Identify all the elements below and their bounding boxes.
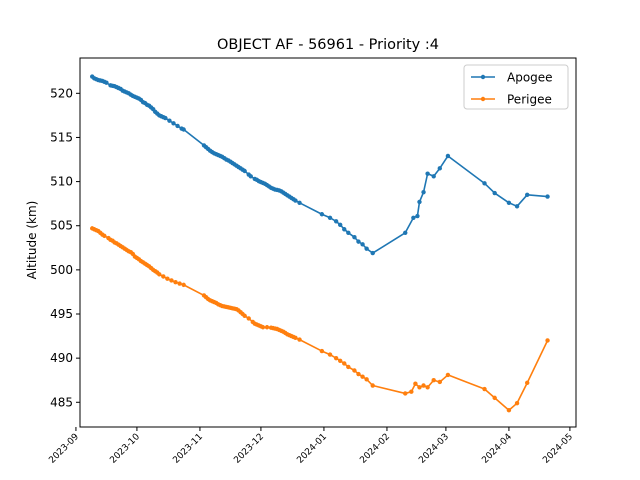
data-point-apogee xyxy=(506,200,512,205)
plot-area xyxy=(90,74,550,413)
data-point-apogee xyxy=(104,80,109,85)
data-point-perigee xyxy=(403,391,408,396)
y-axis-label: Altitude (km) xyxy=(25,201,39,280)
data-point-apogee xyxy=(364,246,369,251)
data-point-perigee xyxy=(246,316,251,321)
data-point-perigee xyxy=(264,325,270,330)
y-tick-label: 500 xyxy=(50,263,73,277)
data-point-apogee xyxy=(327,215,333,220)
data-point-apogee xyxy=(356,239,361,244)
data-point-apogee xyxy=(482,181,487,186)
data-point-perigee xyxy=(161,274,166,279)
data-point-perigee xyxy=(425,385,430,390)
legend-label-perigee: Perigee xyxy=(507,93,552,107)
data-point-perigee xyxy=(327,352,333,357)
data-point-perigee xyxy=(352,368,357,373)
legend-label-apogee: Apogee xyxy=(507,71,553,85)
y-tick-label: 515 xyxy=(50,130,73,144)
chart-title: OBJECT AF - 56961 - Priority :4 xyxy=(217,37,439,53)
data-point-perigee xyxy=(413,381,418,386)
data-point-perigee xyxy=(482,386,487,392)
data-point-perigee xyxy=(431,378,436,383)
data-point-perigee xyxy=(342,361,347,366)
data-point-apogee xyxy=(319,212,325,217)
data-point-perigee xyxy=(437,379,442,385)
legend: Apogee Perigee xyxy=(463,64,569,110)
data-point-apogee xyxy=(293,198,298,203)
data-point-perigee xyxy=(364,377,369,382)
data-point-apogee xyxy=(417,199,422,205)
data-point-apogee xyxy=(297,200,302,205)
data-point-apogee xyxy=(415,213,420,219)
data-point-perigee xyxy=(545,338,550,343)
data-point-apogee xyxy=(545,194,550,199)
data-point-apogee xyxy=(338,222,343,228)
data-point-apogee xyxy=(175,123,180,129)
series-apogee xyxy=(90,74,550,256)
data-point-perigee xyxy=(165,276,170,281)
data-point-perigee xyxy=(319,348,325,354)
data-point-perigee xyxy=(173,280,178,285)
data-point-apogee xyxy=(411,215,416,220)
data-point-perigee xyxy=(409,389,414,394)
data-point-perigee xyxy=(242,313,247,318)
data-point-perigee xyxy=(417,385,422,390)
data-point-apogee xyxy=(171,121,176,126)
data-point-apogee xyxy=(248,174,253,179)
data-point-perigee xyxy=(297,337,302,342)
legend-swatch-marker xyxy=(480,74,486,80)
data-point-apogee xyxy=(167,118,172,123)
data-point-perigee xyxy=(421,383,426,388)
data-point-apogee xyxy=(352,235,357,240)
data-point-apogee xyxy=(403,230,408,235)
data-point-perigee xyxy=(181,282,186,288)
data-point-apogee xyxy=(492,190,497,196)
data-point-perigee xyxy=(360,374,365,379)
data-point-perigee xyxy=(370,383,375,388)
y-tick-label: 510 xyxy=(50,175,73,189)
data-point-perigee xyxy=(492,395,497,401)
data-point-apogee xyxy=(425,171,430,176)
legend-swatch-marker xyxy=(480,96,486,102)
data-point-apogee xyxy=(360,242,365,247)
axes-frame xyxy=(79,57,577,428)
legend-box xyxy=(463,64,569,110)
data-point-perigee xyxy=(157,272,162,277)
data-point-perigee xyxy=(445,372,451,378)
data-point-apogee xyxy=(421,189,426,195)
data-point-perigee xyxy=(293,335,298,341)
data-point-perigee xyxy=(506,408,512,413)
data-point-apogee xyxy=(525,192,530,198)
y-tick-label: 495 xyxy=(50,307,73,321)
data-point-apogee xyxy=(346,230,351,235)
y-tick-label: 490 xyxy=(50,351,73,365)
data-point-perigee xyxy=(338,358,343,363)
data-point-apogee xyxy=(437,166,442,171)
data-point-apogee xyxy=(181,127,186,132)
data-point-apogee xyxy=(242,168,247,174)
data-point-perigee xyxy=(169,278,174,283)
data-point-perigee xyxy=(177,281,182,286)
data-point-perigee xyxy=(356,371,361,377)
data-point-apogee xyxy=(342,227,347,232)
data-point-apogee xyxy=(333,219,339,224)
data-point-apogee xyxy=(431,174,436,179)
data-point-perigee xyxy=(333,355,339,361)
data-point-perigee xyxy=(102,233,107,239)
y-tick-label: 505 xyxy=(50,219,73,233)
y-tick-label: 485 xyxy=(50,395,73,409)
data-point-perigee xyxy=(514,400,520,406)
data-point-apogee xyxy=(445,153,451,159)
data-point-perigee xyxy=(346,364,351,370)
data-point-perigee xyxy=(260,325,266,330)
y-tick-label: 520 xyxy=(50,86,73,100)
data-point-apogee xyxy=(163,115,168,121)
data-point-apogee xyxy=(370,250,375,256)
data-point-perigee xyxy=(525,380,530,386)
series-perigee xyxy=(90,226,550,413)
data-point-apogee xyxy=(514,204,520,209)
